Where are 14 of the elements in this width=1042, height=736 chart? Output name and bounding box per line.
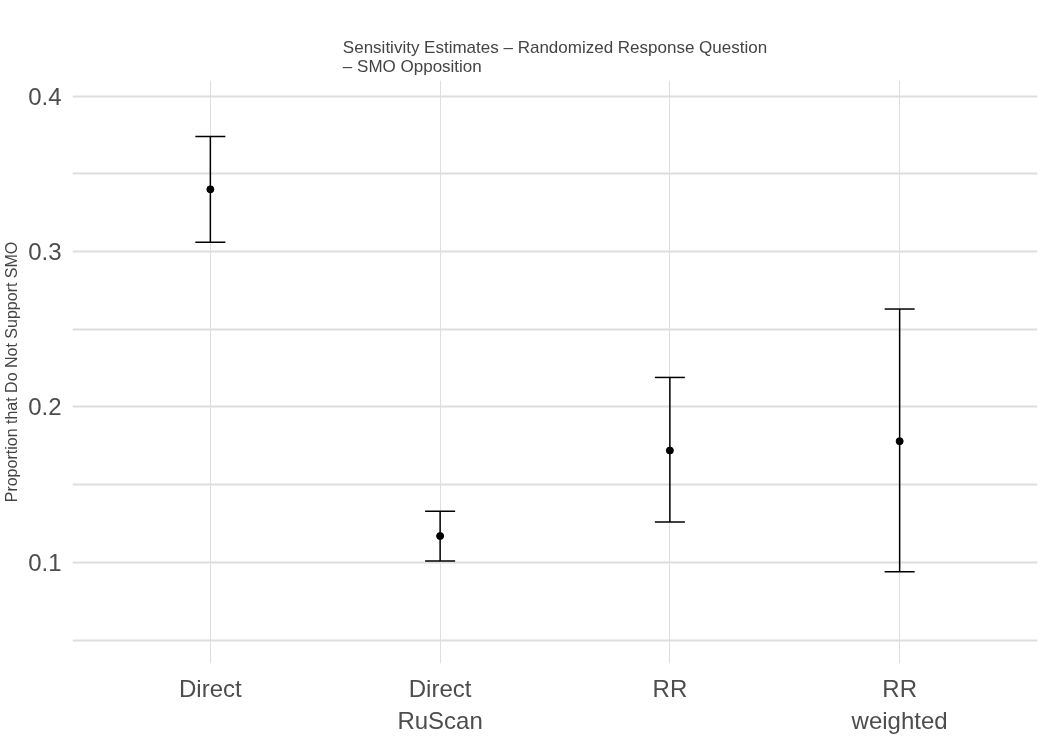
x-tick-label: Direct RuScan	[397, 674, 483, 734]
point	[436, 532, 445, 541]
x-tick-label: RR weighted	[850, 674, 948, 734]
point	[665, 446, 674, 455]
y-axis-title: Proportion that Do Not Support SMO	[3, 241, 21, 503]
point	[895, 437, 904, 446]
y-tick-label: 0.1	[28, 548, 62, 576]
y-tick-label: 0.4	[28, 82, 62, 110]
chart-title: Sensitivity Estimates – Randomized Response Question – SMO Opposition	[342, 37, 768, 76]
x-tick-label: Direct	[179, 674, 243, 702]
point	[206, 185, 215, 194]
y-tick-label: 0.3	[28, 238, 62, 266]
x-tick-label: RR	[652, 674, 688, 702]
y-tick-label: 0.2	[28, 393, 62, 421]
